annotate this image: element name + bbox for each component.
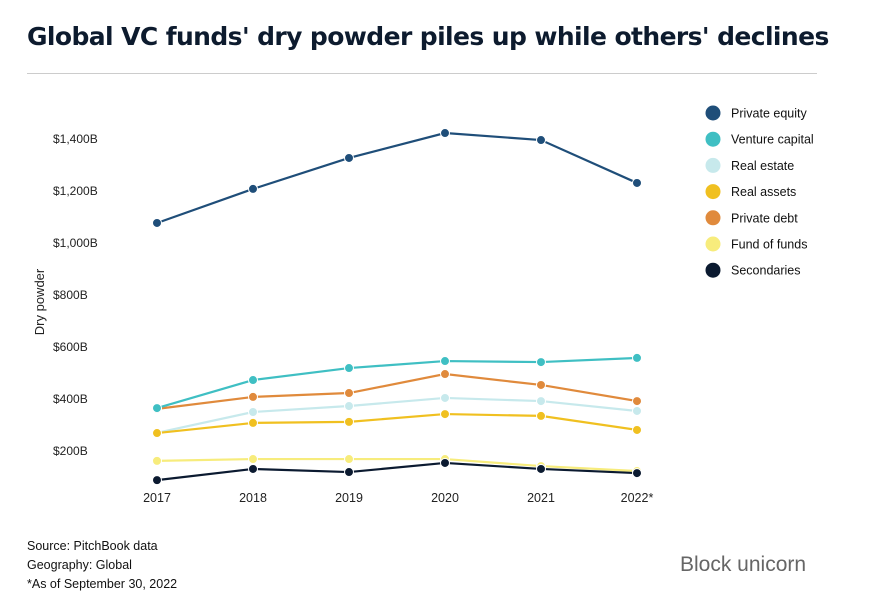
legend-marker — [705, 236, 721, 252]
data-point — [248, 463, 258, 474]
y-tick-label: $400B — [53, 392, 88, 406]
data-point — [632, 396, 642, 407]
legend-label: Private equity — [731, 107, 807, 121]
series-line-secondaries — [156, 461, 638, 482]
data-point — [632, 352, 642, 363]
legend-label: Secondaries — [731, 264, 801, 278]
data-point — [344, 454, 354, 465]
data-point — [344, 416, 354, 427]
data-point — [344, 467, 354, 478]
legend-marker — [705, 157, 721, 173]
legend-label: Private debt — [731, 211, 798, 225]
watermark: Block unicorn — [680, 553, 807, 576]
legend-marker — [705, 131, 721, 147]
legend-marker — [705, 210, 721, 226]
data-point — [248, 183, 258, 194]
data-point — [152, 455, 162, 466]
data-point — [536, 396, 546, 407]
data-point — [632, 405, 642, 416]
data-point — [152, 403, 162, 414]
x-tick-label: 2021 — [527, 491, 555, 505]
source-note: Source: PitchBook data — [27, 539, 158, 553]
x-tick-label: 2022* — [621, 491, 654, 505]
data-point — [344, 152, 354, 163]
y-tick-label: $1,000B — [53, 236, 98, 250]
y-tick-label: $1,400B — [53, 132, 98, 146]
legend-label: Real assets — [731, 185, 796, 199]
legend-marker — [705, 105, 721, 121]
data-point — [632, 424, 642, 435]
data-point — [536, 463, 546, 474]
y-tick-label: $1,200B — [53, 184, 98, 198]
data-point — [248, 454, 258, 465]
x-tick-label: 2020 — [431, 491, 459, 505]
data-point — [152, 217, 162, 228]
data-point — [536, 410, 546, 421]
data-point — [440, 409, 450, 420]
data-point — [344, 388, 354, 399]
data-point — [632, 468, 642, 479]
data-point — [632, 177, 642, 188]
data-point — [248, 391, 258, 402]
data-point — [344, 401, 354, 412]
y-tick-label: $200B — [53, 444, 88, 458]
date-note: *As of September 30, 2022 — [27, 577, 178, 591]
data-point — [248, 407, 258, 417]
title-divider — [27, 73, 817, 74]
series-line-fund-of-funds — [156, 457, 638, 473]
series-line-venture-capital — [156, 356, 638, 410]
data-point — [440, 392, 450, 403]
y-tick-label: $600B — [53, 340, 88, 354]
x-tick-label: 2018 — [239, 491, 267, 505]
data-point — [152, 475, 162, 486]
legend-marker — [705, 262, 721, 278]
legend-label: Real estate — [731, 159, 794, 173]
legend-marker — [705, 184, 721, 200]
series-line-private-equity — [156, 131, 638, 225]
y-axis-label: Dry powder — [32, 268, 47, 335]
series-line-private-debt — [156, 372, 638, 410]
data-point — [344, 363, 354, 374]
legend-label: Fund of funds — [731, 238, 807, 252]
data-point — [248, 375, 258, 386]
data-point — [440, 457, 450, 468]
y-tick-label: $800B — [53, 288, 88, 302]
legend-label: Venture capital — [731, 133, 814, 147]
data-point — [152, 428, 162, 439]
chart-title: Global VC funds' dry powder piles up whi… — [27, 22, 829, 51]
x-tick-label: 2019 — [335, 491, 363, 505]
data-point — [440, 128, 450, 139]
data-point — [248, 417, 258, 428]
x-tick-label: 2017 — [143, 491, 171, 505]
data-point — [536, 357, 546, 368]
series-line-real-assets — [156, 412, 638, 435]
geography-note: Geography: Global — [27, 558, 132, 572]
series-line-real-estate — [156, 396, 638, 434]
data-point — [536, 379, 546, 390]
data-point — [440, 369, 450, 380]
data-point — [536, 135, 546, 146]
data-point — [440, 356, 450, 367]
